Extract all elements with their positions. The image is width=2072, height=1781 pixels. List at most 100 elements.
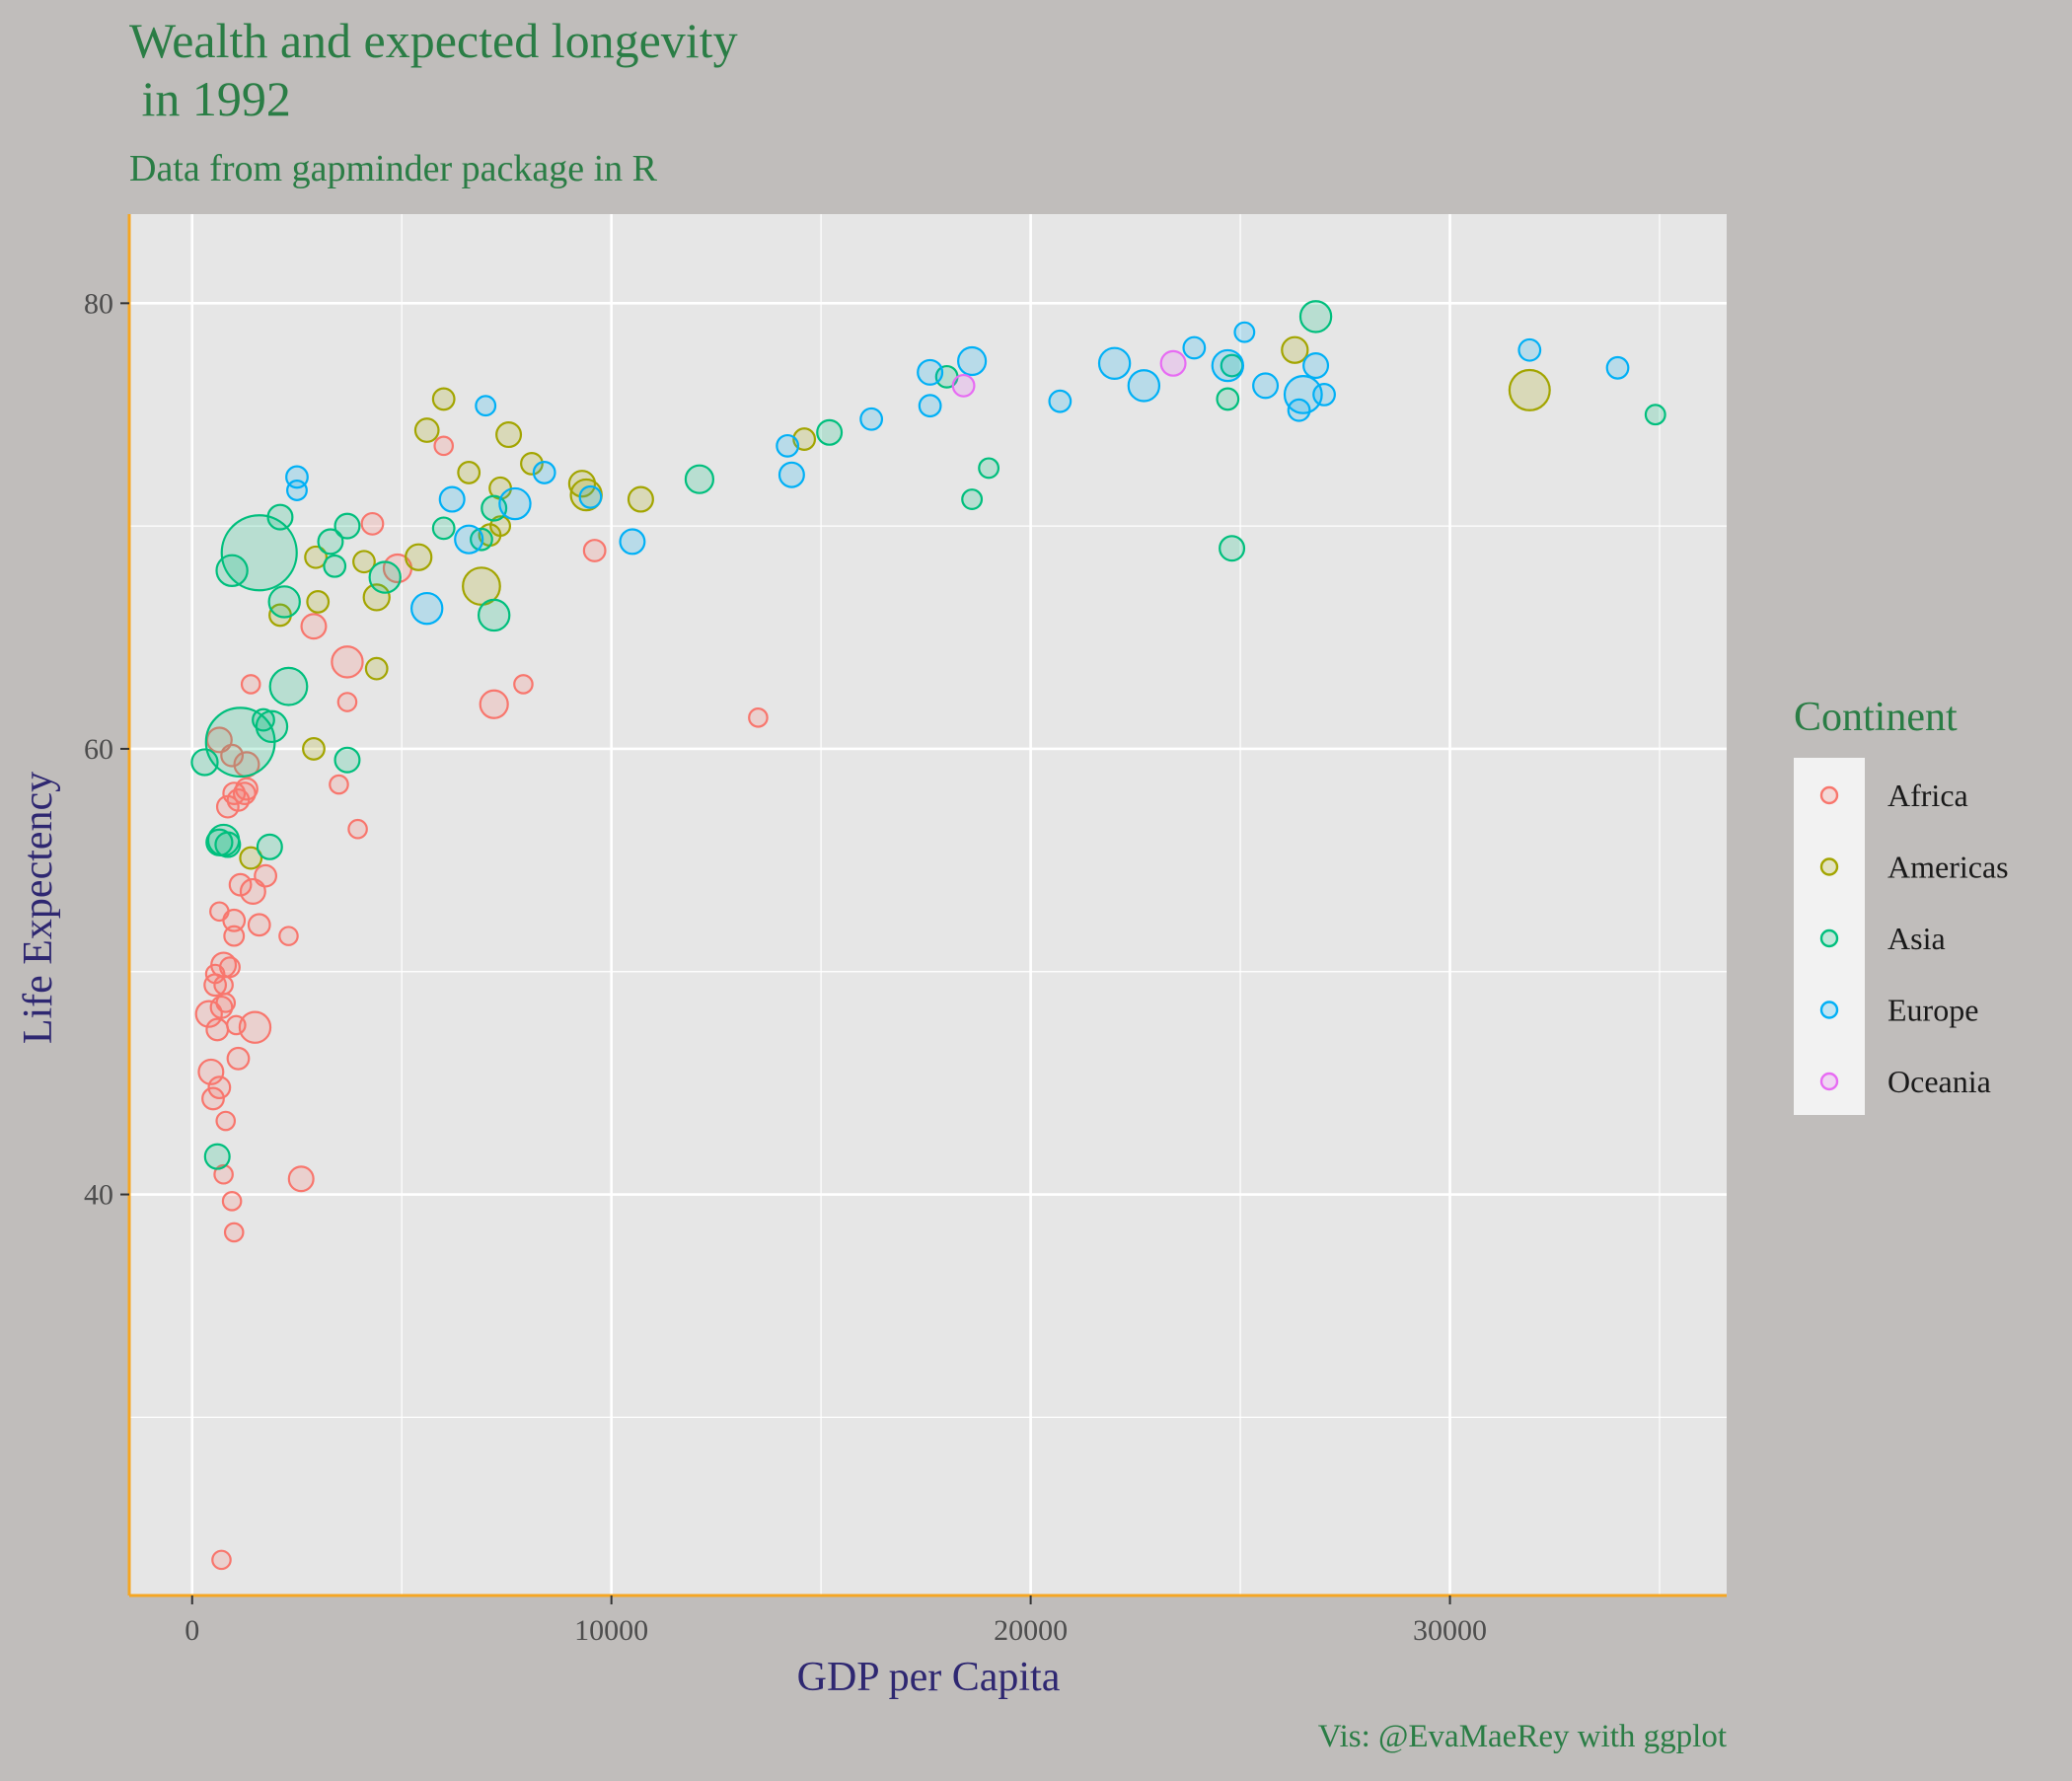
data-point-asia	[255, 709, 289, 744]
data-point-africa	[278, 926, 299, 946]
legend-key-americas	[1819, 857, 1839, 876]
data-point-americas	[520, 452, 544, 476]
legend-label-americas: Americas	[1887, 850, 2009, 885]
data-point-asia	[215, 554, 249, 587]
data-point-asia	[684, 464, 715, 494]
data-point-africa	[336, 692, 358, 712]
data-point-asia	[1644, 404, 1666, 426]
data-point-asia	[190, 748, 219, 777]
data-point-africa	[215, 993, 237, 1013]
data-point-africa	[748, 707, 769, 728]
panel-background	[129, 214, 1727, 1595]
data-point-africa	[238, 1010, 272, 1044]
legend: Continent Africa Americas Asia Europe Oceani…	[1794, 695, 2009, 1115]
legend-key-background	[1794, 758, 1865, 1115]
legend-key-europe	[1819, 1001, 1839, 1019]
x-tick-label: 20000	[994, 1614, 1068, 1647]
data-point-americas	[457, 461, 481, 484]
data-point-asia	[431, 516, 456, 541]
data-point-africa	[433, 435, 455, 457]
data-point-africa	[513, 674, 534, 695]
data-point-europe	[498, 486, 532, 521]
data-point-asia	[477, 598, 511, 632]
y-tick-label: 60	[84, 733, 113, 766]
data-point-africa	[223, 1222, 245, 1243]
data-point-africa	[226, 1014, 247, 1036]
data-point-americas	[352, 550, 376, 574]
data-point-americas	[1508, 368, 1551, 411]
data-point-europe	[1312, 383, 1336, 407]
data-point-asia	[267, 585, 301, 619]
data-point-africa	[213, 1163, 234, 1185]
legend-label-asia: Asia	[1887, 921, 1946, 956]
data-point-asia	[323, 554, 347, 578]
data-point-asia	[1219, 535, 1246, 562]
y-axis-title: Life Expectency	[16, 772, 61, 1044]
data-point-africa	[223, 925, 246, 947]
y-tick-label: 80	[84, 287, 113, 320]
data-point-asia	[1216, 387, 1240, 411]
data-point-asia	[220, 514, 298, 592]
data-point-asia	[252, 707, 275, 732]
data-point-europe	[1252, 372, 1280, 400]
data-point-americas	[431, 387, 456, 411]
data-point-africa	[247, 913, 271, 937]
x-tick-label: 30000	[1413, 1614, 1487, 1647]
data-point-asia	[333, 746, 361, 774]
data-point-europe	[957, 345, 988, 377]
data-point-europe	[776, 433, 800, 458]
data-point-americas	[364, 656, 389, 681]
data-point-oceania	[951, 373, 976, 398]
data-point-asia	[961, 488, 984, 510]
legend-key-oceania	[1819, 1072, 1839, 1091]
data-point-africa	[211, 1549, 232, 1571]
data-point-europe	[1233, 321, 1256, 343]
data-point-africa	[207, 1076, 232, 1100]
x-tick-label: 10000	[574, 1614, 648, 1647]
data-point-americas	[495, 421, 523, 449]
data-point-africa	[210, 951, 238, 979]
data-point-americas	[1281, 335, 1309, 364]
x-axis-title: GDP per Capita	[797, 1655, 1061, 1700]
data-point-africa	[360, 511, 385, 536]
chart-title-line-2: in 1992	[129, 71, 291, 126]
data-point-africa	[347, 818, 368, 840]
data-point-oceania	[1159, 349, 1187, 377]
y-tick-label: 40	[84, 1179, 113, 1212]
legend-title: Continent	[1794, 695, 1958, 740]
data-point-asia	[266, 503, 294, 531]
x-tick-label: 0	[185, 1614, 199, 1647]
data-point-africa	[221, 1191, 243, 1212]
chart-caption: Vis: @EvaMaeRey with ggplot	[1318, 1719, 1727, 1754]
legend-label-africa: Africa	[1887, 778, 1968, 813]
data-point-europe	[777, 461, 805, 488]
data-point-americas	[627, 485, 654, 513]
chart-title-line-1: Wealth and expected longevity	[129, 13, 738, 68]
data-point-asia	[470, 527, 493, 552]
data-point-africa	[226, 1046, 251, 1071]
plot-panel: 0 10000 20000 30000 40 60 80	[84, 214, 1727, 1647]
data-point-europe	[1182, 335, 1207, 360]
data-point-asia	[203, 1143, 231, 1170]
data-point-africa	[194, 1000, 223, 1028]
data-point-asia	[368, 560, 402, 594]
data-point-asia	[333, 512, 361, 540]
data-point-asia	[256, 833, 283, 860]
data-point-europe	[1211, 348, 1245, 383]
data-point-asia	[317, 528, 344, 556]
data-point-americas	[413, 417, 440, 443]
data-point-asia	[816, 418, 844, 446]
data-point-africa	[300, 613, 328, 640]
data-point-europe	[1283, 375, 1323, 414]
data-point-europe	[1287, 398, 1311, 422]
data-point-africa	[582, 539, 607, 562]
chart-subtitle: Data from gapminder package in R	[129, 148, 658, 189]
data-point-americas	[362, 583, 391, 612]
data-point-asia	[978, 457, 1000, 480]
data-point-americas	[302, 737, 326, 761]
data-point-americas	[304, 545, 328, 569]
data-point-europe	[917, 358, 944, 386]
data-point-europe	[1517, 337, 1542, 362]
